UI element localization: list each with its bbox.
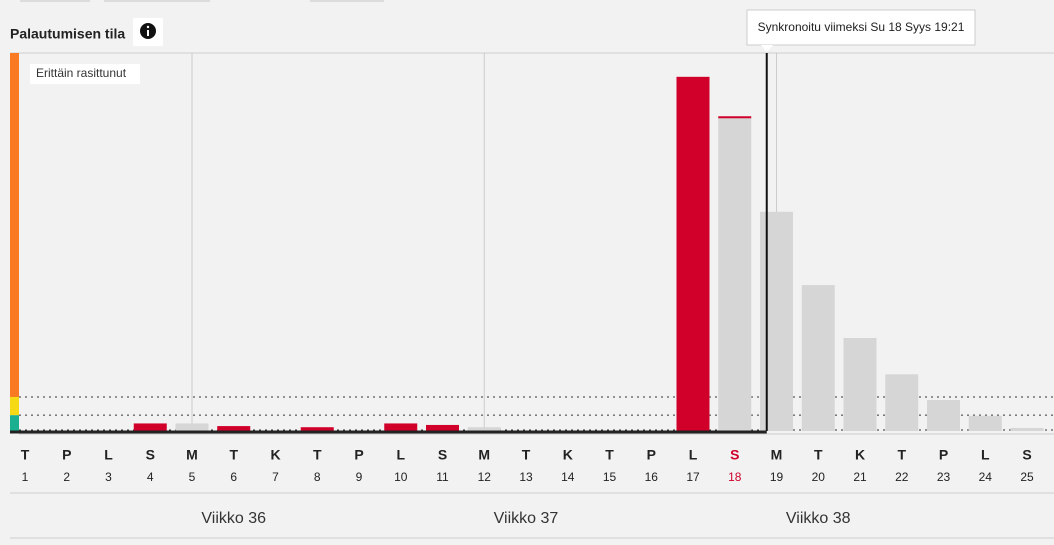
- chart-title: Palautumisen tila: [10, 26, 125, 42]
- x-tick-label: 25: [1020, 470, 1034, 484]
- weekday-label: P: [647, 447, 656, 463]
- weekday-label: T: [522, 447, 531, 463]
- x-tick-label: 12: [478, 470, 492, 484]
- bar: [885, 374, 919, 431]
- zone-band: [10, 53, 19, 397]
- weekday-label: S: [146, 447, 155, 463]
- zone-label-bg: [30, 64, 140, 84]
- weekday-label: S: [438, 447, 447, 463]
- x-tick-label: 17: [686, 470, 700, 484]
- bar: [300, 427, 334, 431]
- tab-stub: [104, 0, 210, 2]
- weekday-label: T: [605, 447, 614, 463]
- tooltip: Synkronoitu viimeksi Su 18 Syys 19:21: [746, 9, 976, 52]
- weekday-label: P: [939, 447, 948, 463]
- bar: [1010, 427, 1044, 431]
- bar: [801, 285, 835, 431]
- weekday-label: L: [104, 447, 113, 463]
- tab-stub: [20, 0, 90, 2]
- weekday-label: T: [814, 447, 823, 463]
- weekday-label: T: [21, 447, 30, 463]
- zone-label: Erittäin rasittunut: [36, 66, 127, 80]
- weekday-label: M: [771, 447, 783, 463]
- x-tick-label: 21: [853, 470, 867, 484]
- weekday-label: L: [981, 447, 990, 463]
- weekday-label: T: [313, 447, 322, 463]
- weekday-label: K: [855, 447, 865, 463]
- x-tick-label: 24: [979, 470, 993, 484]
- x-tick-label: 14: [561, 470, 575, 484]
- x-tick-label: 8: [314, 470, 321, 484]
- x-tick-label: 6: [230, 470, 237, 484]
- x-tick-label: 19: [770, 470, 784, 484]
- weekday-label: L: [396, 447, 405, 463]
- x-tick-label: 7: [272, 470, 279, 484]
- bar: [676, 76, 710, 432]
- x-tick-label: 1: [22, 470, 29, 484]
- x-tick-label: 2: [63, 470, 70, 484]
- weekday-label: S: [1022, 447, 1031, 463]
- bar: [467, 427, 501, 431]
- weekday-label: T: [897, 447, 906, 463]
- weekday-label: M: [186, 447, 198, 463]
- bar: [760, 211, 793, 431]
- weekday-label: P: [62, 447, 71, 463]
- weekday-label: P: [354, 447, 363, 463]
- weekday-label: M: [478, 447, 490, 463]
- bar: [426, 424, 459, 431]
- zone-band: [10, 396, 19, 416]
- bar: [217, 426, 251, 431]
- bar: [175, 423, 209, 431]
- x-tick-label: 4: [147, 470, 154, 484]
- bar: [927, 400, 960, 431]
- x-tick-label: 9: [356, 470, 363, 484]
- x-tick-label: 15: [603, 470, 617, 484]
- bar: [843, 338, 877, 431]
- week-label: Viikko 38: [786, 510, 851, 527]
- x-tick-label: 10: [394, 470, 408, 484]
- tab-stub: [310, 0, 384, 2]
- bar: [718, 117, 752, 431]
- x-tick-label: 3: [105, 470, 112, 484]
- bar: [133, 423, 167, 431]
- x-tick-label: 16: [645, 470, 659, 484]
- week-label: Viikko 36: [201, 510, 266, 527]
- x-tick-label: 5: [189, 470, 196, 484]
- x-tick-label: 22: [895, 470, 909, 484]
- weekday-label: K: [270, 447, 280, 463]
- x-tick-label: 13: [519, 470, 533, 484]
- tooltip-text: Synkronoitu viimeksi Su 18 Syys 19:21: [758, 20, 965, 34]
- bar: [384, 423, 418, 431]
- zone-band: [10, 415, 19, 431]
- x-tick-label: 23: [937, 470, 951, 484]
- weekday-label: L: [689, 447, 698, 463]
- week-label: Viikko 37: [494, 510, 559, 527]
- weekday-label: T: [229, 447, 238, 463]
- bar-cap: [718, 116, 752, 119]
- weekday-label: S: [730, 447, 739, 463]
- x-tick-label: 18: [728, 470, 742, 484]
- weekday-label: K: [563, 447, 573, 463]
- bar: [968, 415, 1002, 431]
- x-tick-label: 20: [812, 470, 826, 484]
- info-icon[interactable]: [133, 18, 163, 46]
- x-tick-label: 11: [436, 470, 449, 484]
